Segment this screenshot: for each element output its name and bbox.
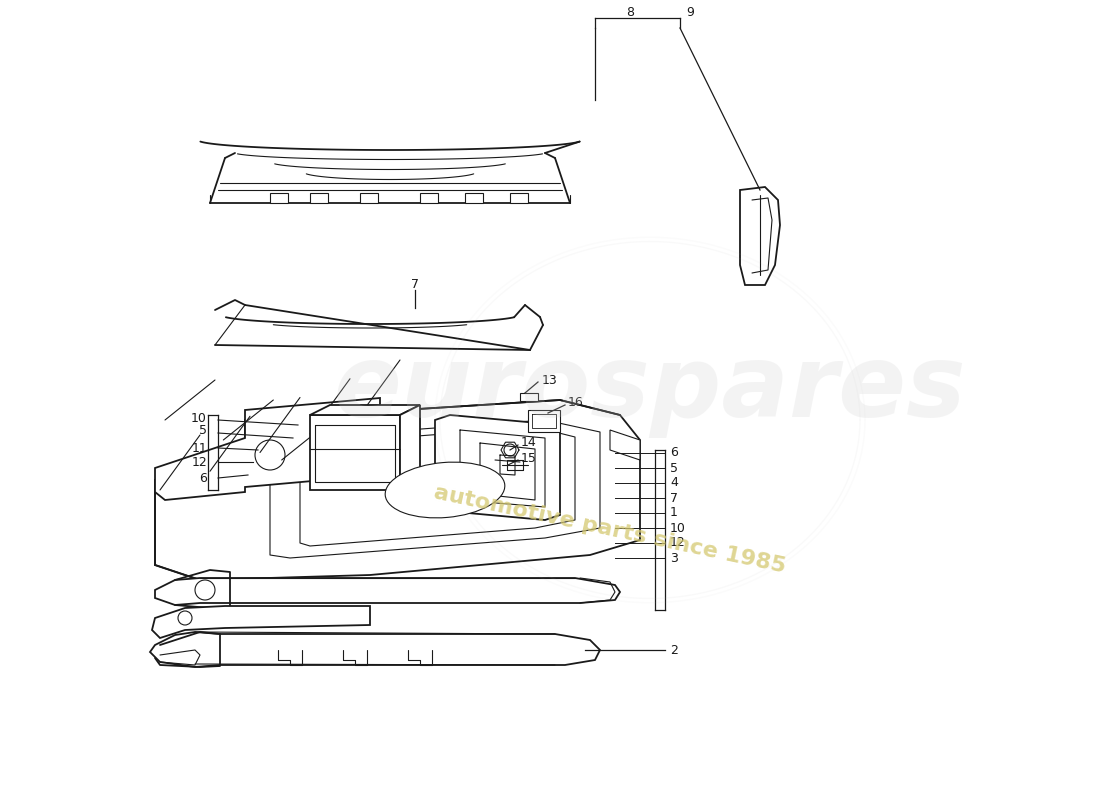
Text: 8: 8	[626, 6, 634, 18]
Polygon shape	[155, 400, 640, 580]
Polygon shape	[310, 193, 328, 203]
Text: 9: 9	[686, 6, 694, 18]
Text: 12: 12	[191, 455, 207, 469]
Text: 16: 16	[568, 397, 584, 410]
Text: 15: 15	[521, 451, 537, 465]
Text: 13: 13	[542, 374, 558, 386]
Text: 1: 1	[670, 506, 678, 519]
Polygon shape	[400, 405, 420, 490]
Text: 10: 10	[191, 411, 207, 425]
Polygon shape	[310, 415, 400, 490]
Polygon shape	[155, 398, 380, 500]
Polygon shape	[465, 193, 483, 203]
Text: 3: 3	[670, 551, 678, 565]
Text: 7: 7	[411, 278, 419, 291]
Polygon shape	[528, 410, 560, 432]
Polygon shape	[270, 193, 288, 203]
Polygon shape	[152, 606, 370, 638]
Polygon shape	[420, 193, 438, 203]
Text: 10: 10	[670, 522, 686, 534]
Polygon shape	[610, 430, 640, 460]
Polygon shape	[510, 193, 528, 203]
Text: 11: 11	[191, 442, 207, 454]
Polygon shape	[310, 405, 420, 415]
Text: 5: 5	[670, 462, 678, 474]
Text: 14: 14	[521, 437, 537, 450]
Text: 5: 5	[199, 425, 207, 438]
Text: 7: 7	[670, 491, 678, 505]
Polygon shape	[434, 415, 560, 520]
Text: eurospares: eurospares	[333, 342, 966, 438]
Text: 2: 2	[670, 643, 678, 657]
Text: automotive parts since 1985: automotive parts since 1985	[432, 483, 788, 577]
Polygon shape	[360, 193, 378, 203]
Polygon shape	[740, 187, 780, 285]
Text: 6: 6	[199, 471, 207, 485]
Polygon shape	[150, 632, 600, 667]
Polygon shape	[155, 578, 620, 605]
Text: 4: 4	[670, 477, 678, 490]
Ellipse shape	[385, 462, 505, 518]
Text: 6: 6	[670, 446, 678, 459]
Text: 12: 12	[670, 537, 685, 550]
Polygon shape	[520, 393, 538, 401]
